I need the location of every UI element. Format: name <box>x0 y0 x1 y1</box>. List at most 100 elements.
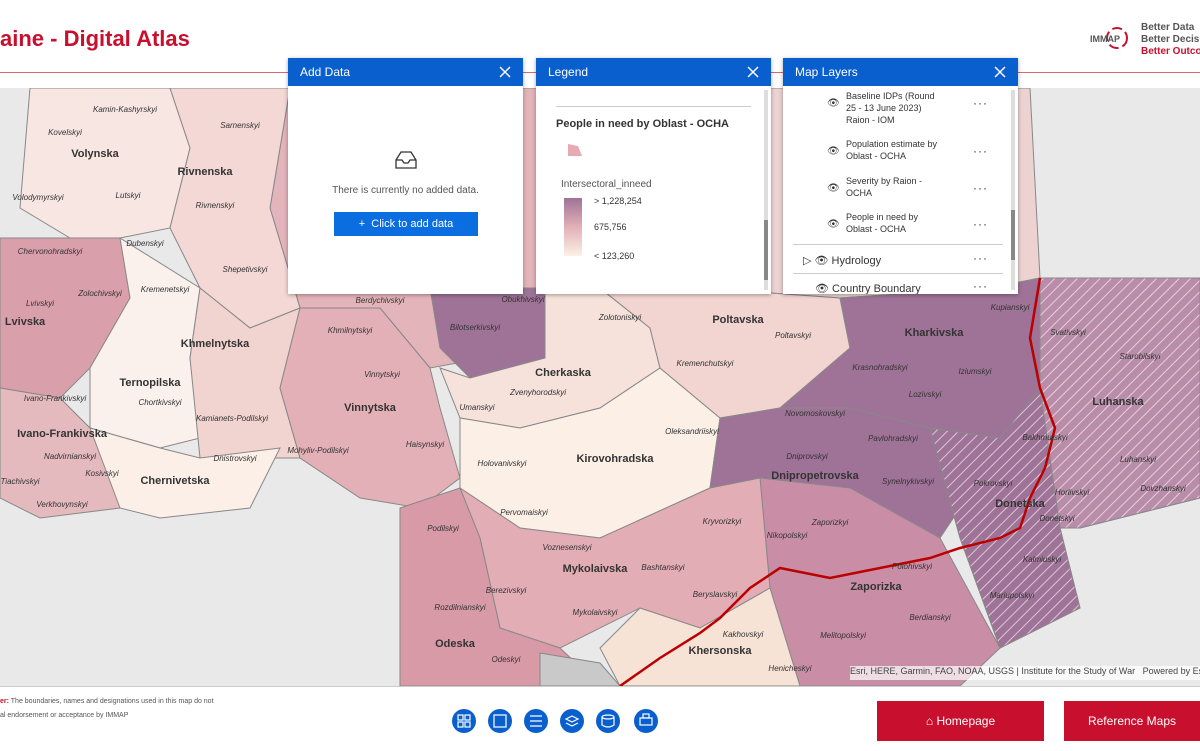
map-layers-panel: Map Layers 👁 Baseline IDPs (Round 25 - 13… <box>783 58 1018 294</box>
layer-menu[interactable]: ··· <box>973 251 988 265</box>
layer-name: Population estimate by Oblast - OCHA <box>846 139 938 161</box>
oblast-label: Volynska <box>71 148 119 160</box>
panel-header: Add Data <box>288 58 523 86</box>
footer: er: The boundaries, names and designatio… <box>0 686 1200 751</box>
panel-header: Map Layers <box>783 58 1018 86</box>
raion-label: Odeskyi <box>492 655 521 664</box>
raion-label: Svativskyi <box>1050 328 1086 337</box>
visibility-toggle[interactable]: 👁 <box>827 183 840 194</box>
raion-label: Berdianskyi <box>909 613 951 622</box>
layer-group[interactable]: 👁 Country Boundary <box>815 283 921 294</box>
raion-label: Zolochivskyi <box>77 289 122 298</box>
visibility-toggle[interactable]: 👁 <box>827 219 840 230</box>
frontline <box>619 277 1057 686</box>
raion-label: Luhanskyi <box>1120 455 1156 464</box>
disclaimer-text: al endorsement or acceptance by IMMAP <box>0 712 129 719</box>
oblast-label: Donetska <box>995 498 1045 510</box>
raion-label: Podilskyi <box>427 524 459 533</box>
raion-label: Kryvorizkyi <box>703 517 742 526</box>
layer-menu[interactable]: ··· <box>973 144 988 158</box>
raion-label: Berdychivskyi <box>356 296 405 305</box>
legend-item: < 123,260 <box>594 251 635 261</box>
raion-label: Zolotoniskyi <box>598 313 641 322</box>
raion-label: Kamianets-Podilskyi <box>196 414 268 423</box>
raion-label: Zaporizkyi <box>811 518 849 527</box>
raion-label: Melitopolskyi <box>820 631 866 640</box>
close-button[interactable] <box>747 66 759 78</box>
oblast-label: Kirovohradska <box>576 453 654 465</box>
disclaimer-text: The boundaries, names and designations u… <box>10 698 214 705</box>
visibility-toggle[interactable]: 👁 <box>827 98 840 109</box>
layer-menu[interactable]: ··· <box>973 96 988 110</box>
layer-menu[interactable]: ··· <box>973 181 988 195</box>
raion-label: Mykolaivskyi <box>573 608 618 617</box>
raion-label: Henicheskyi <box>768 664 811 673</box>
tool-button[interactable] <box>452 709 476 733</box>
oblast-label: Rivnenska <box>177 166 233 178</box>
disclaimer-label: er: <box>0 698 9 705</box>
raion-label: Kalmiuskyi <box>1023 555 1061 564</box>
legend-item: > 1,228,254 <box>594 196 642 206</box>
button-label: Click to add data <box>371 218 454 230</box>
group-label: Country Boundary <box>832 283 921 294</box>
raion-label: Berezivskyi <box>486 586 527 595</box>
tool-button[interactable] <box>634 709 658 733</box>
raion-label: Zvenyhorodskyi <box>509 388 566 397</box>
legend-ramp <box>564 198 582 256</box>
tool-button[interactable] <box>560 709 584 733</box>
raion-label: Horlivskyi <box>1055 488 1089 497</box>
raion-label: Kakhovskyi <box>723 630 764 639</box>
layer-menu[interactable]: ··· <box>973 279 988 293</box>
oblast-label: Zaporizka <box>850 581 902 593</box>
group-label: Hydrology <box>831 255 882 267</box>
raion-label: Shepetivskyi <box>223 265 268 274</box>
raion-label: Kamin-Kashyrskyi <box>93 105 157 114</box>
raion-label: Dovzhanskyi <box>1140 484 1186 493</box>
raion-label: Synelnykivskyi <box>882 477 934 486</box>
add-data-button[interactable]: + Click to add data <box>334 212 478 236</box>
close-button[interactable] <box>499 66 511 78</box>
oblast-label: Dnipropetrovska <box>771 470 859 482</box>
tool-button[interactable] <box>488 709 512 733</box>
raion-label: Oleksandriiskyi <box>665 427 719 436</box>
raion-label: Novomoskovskyi <box>785 409 845 418</box>
close-button[interactable] <box>994 66 1006 78</box>
logo-icon <box>1106 27 1128 49</box>
layer-menu[interactable]: ··· <box>973 217 988 231</box>
raion-label: Donetskyi <box>1039 514 1074 523</box>
oblast-label: Ivano-Frankivska <box>17 428 108 440</box>
raion-label: Nadvirnianskyi <box>44 452 96 461</box>
raion-label: Kosivskyi <box>85 469 119 478</box>
raion-label: Haisynskyi <box>406 440 444 449</box>
toolbar <box>452 709 658 733</box>
raion-label: Bakhmutskyi <box>1022 433 1068 442</box>
powered-by[interactable]: Powered by Esri <box>1142 666 1200 676</box>
raion-label: Khmilnytskyi <box>328 326 373 335</box>
oblast-label: Kharkivska <box>905 327 965 339</box>
visibility-toggle[interactable]: 👁 <box>827 146 840 157</box>
tool-button[interactable] <box>596 709 620 733</box>
empty-message: There is currently no added data. <box>332 185 479 196</box>
panel-header: Legend <box>536 58 771 86</box>
raion-label: Rivnenskyi <box>196 201 235 210</box>
oblast-label: Khersonska <box>689 645 753 657</box>
raion-label: Dubenskyi <box>126 239 164 248</box>
layer-group[interactable]: ▷ 👁 Hydrology <box>803 255 882 267</box>
raion-label: Rozdilnianskyi <box>434 603 485 612</box>
raion-label: Voznesenskyi <box>542 543 591 552</box>
reference-maps-button[interactable]: Reference Maps <box>1064 701 1200 741</box>
oblast-label: Vinnytska <box>344 402 397 414</box>
homepage-button[interactable]: ⌂ Homepage <box>877 701 1044 741</box>
raion-label: Bashtanskyi <box>641 563 684 572</box>
raion-label: Iziumskyi <box>959 367 992 376</box>
raion-label: Holovanivskyi <box>478 459 527 468</box>
oblast-label: Luhanska <box>1092 396 1144 408</box>
raion-label: Pervomaiskyi <box>500 508 548 517</box>
raion-label: Chervonohradskyi <box>18 247 83 256</box>
raion-label: Verkhovynskyi <box>36 500 88 509</box>
oblast-label: Cherkaska <box>535 367 592 379</box>
raion-label: Beryslavskyi <box>693 590 738 599</box>
raion-label: Mohyliv-Podilskyi <box>287 446 349 455</box>
layer-name: Baseline IDPs (Round 25 - 13 June 2023) … <box>846 91 935 125</box>
oblast-label: Lvivska <box>5 316 46 328</box>
